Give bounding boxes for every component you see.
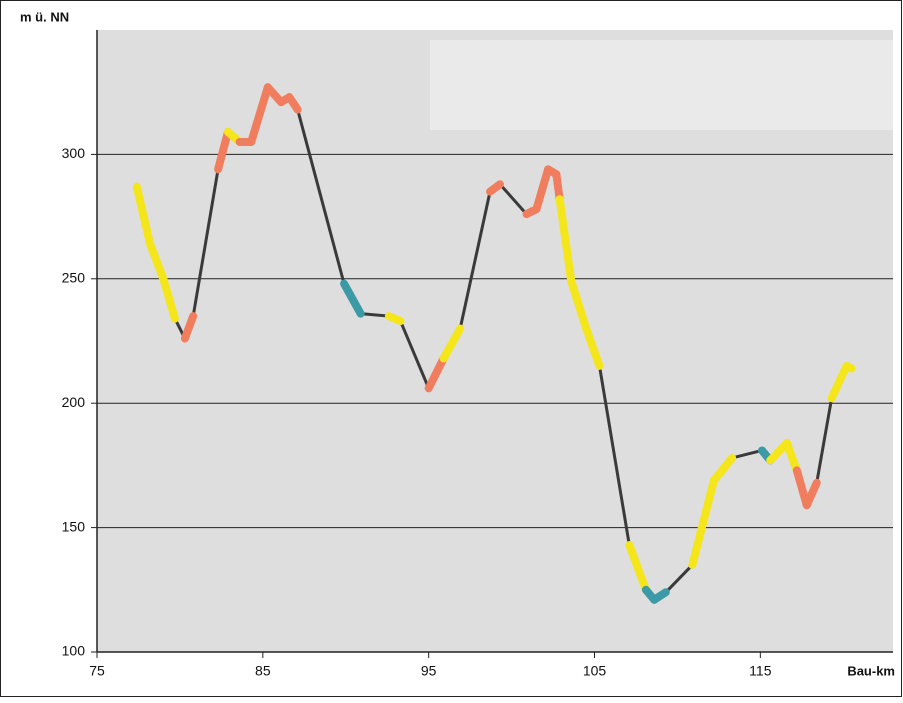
gradient-segment [847,366,852,368]
y-tick-label: 200 [62,394,86,410]
x-tick-label: 105 [583,663,607,679]
y-tick-label: 100 [62,643,86,659]
x-axis-label: Bau-km [847,663,895,678]
gradient-segment [389,316,401,321]
x-tick-label: 95 [421,663,437,679]
x-tick-label: 75 [89,663,105,679]
background-rail [430,40,893,130]
y-tick-label: 250 [62,270,86,286]
y-axis-label: m ü. NN [20,9,69,24]
x-tick-label: 115 [749,663,772,679]
x-tick-label: 85 [255,663,271,679]
chart: m ü. NN Bau-km 100 150 200 250 300 75 85 95 105 1… [0,0,903,698]
y-tick-label: 150 [62,518,86,534]
y-tick-label: 300 [62,145,86,161]
